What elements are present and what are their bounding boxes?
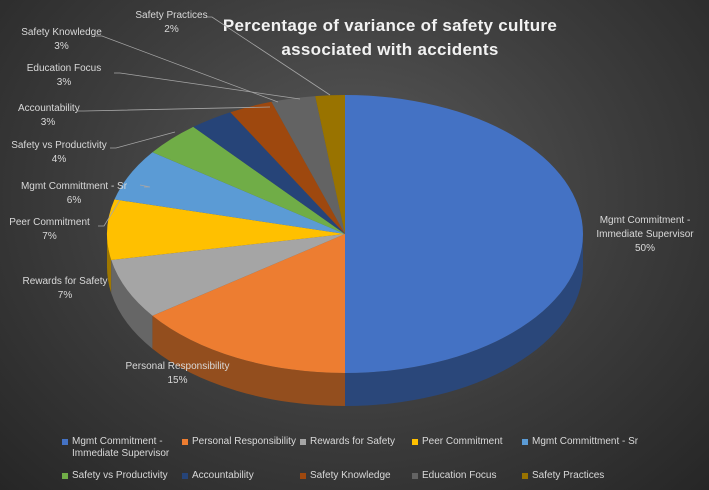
legend-swatch	[522, 473, 528, 479]
data-label-6: Accountability 3%	[18, 102, 80, 130]
data-label-name: Personal Responsibility	[125, 361, 230, 372]
data-label-8: Education Focus 3%	[14, 62, 114, 90]
legend-item: Safety Practices	[522, 470, 642, 482]
leader-line-4	[139, 184, 151, 188]
legend-item: Mgmt Commitment - Immediate Supervisor	[62, 436, 182, 460]
legend-swatch	[300, 439, 306, 445]
legend-item: Safety Knowledge	[300, 470, 412, 482]
legend-label: Rewards for Safety	[310, 436, 396, 447]
data-label-0: Mgmt Commitment - Immediate Supervisor 50…	[590, 214, 700, 256]
data-label-value: 15%	[167, 375, 188, 386]
leader-line-8	[114, 72, 301, 100]
pie-slice-9	[315, 95, 345, 234]
legend-label: Mgmt Committment - Sr	[532, 436, 639, 447]
chart-title: Percentage of variance of safety culture…	[222, 16, 558, 59]
data-label-2: Rewards for Safety 7%	[10, 275, 120, 303]
data-label-4: Mgmt Committment - Sr 6%	[4, 180, 144, 208]
leader-line-3	[98, 199, 121, 227]
legend-label: Safety Practices	[532, 470, 605, 481]
data-label-value: 3%	[40, 117, 56, 128]
pie-slice-3	[107, 199, 345, 261]
leader-line-5	[110, 131, 176, 149]
legend-item: Safety vs Productivity	[62, 470, 182, 482]
legend-swatch	[522, 439, 528, 445]
leader-line-7	[96, 35, 279, 103]
data-label-value: 50%	[634, 243, 655, 254]
legend-label: Education Focus	[422, 470, 497, 481]
legend-swatch	[300, 473, 306, 479]
legend-item: Education Focus	[412, 470, 522, 482]
data-label-name: Safety vs Productivity	[11, 140, 107, 151]
legend-item: Peer Commitment	[412, 436, 522, 460]
legend-label: Accountability	[192, 470, 254, 481]
legend-label: Personal Responsibility	[192, 436, 296, 447]
pie-slice-4	[114, 152, 346, 234]
legend-swatch	[412, 439, 418, 445]
pie-slice-0	[345, 95, 583, 373]
data-label-3: Peer Commitment 7%	[2, 216, 97, 244]
data-label-value: 7%	[42, 231, 57, 242]
leader-line-9	[206, 16, 331, 96]
data-label-value: 3%	[54, 41, 69, 52]
legend-label: Safety Knowledge	[310, 470, 391, 481]
legend-item: Personal Responsibility	[182, 436, 300, 460]
data-label-value: 3%	[56, 77, 72, 88]
legend-item: Accountability	[182, 470, 300, 482]
legend: Mgmt Commitment - Immediate Supervisor Pe…	[62, 436, 662, 482]
legend-swatch	[182, 439, 188, 445]
pie-slice-2	[111, 234, 345, 316]
legend-swatch	[182, 473, 188, 479]
legend-swatch	[62, 473, 68, 479]
pie-slice-1	[152, 234, 345, 373]
legend-swatch	[412, 473, 418, 479]
data-label-name: Mgmt Committment - Sr	[20, 181, 128, 192]
data-label-value: 2%	[164, 24, 179, 35]
legend-label: Mgmt Commitment - Immediate Supervisor	[72, 436, 170, 459]
data-label-5: Safety vs Productivity 4%	[4, 139, 114, 167]
legend-item: Mgmt Committment - Sr	[522, 436, 642, 460]
legend-swatch	[62, 439, 68, 445]
data-label-name: Safety Practices	[135, 10, 208, 21]
data-label-value: 4%	[51, 154, 67, 165]
data-label-1: Personal Responsibility 15%	[110, 360, 245, 388]
pie-side-0	[345, 234, 583, 406]
leader-line-6	[78, 106, 271, 112]
data-label-9: Safety Practices 2%	[134, 9, 209, 37]
data-label-name: Peer Commitment	[9, 217, 90, 228]
data-label-name: Rewards for Safety	[22, 276, 108, 287]
pie-side-1	[152, 315, 345, 406]
pie-side-3	[107, 234, 112, 294]
pie-slice-7	[230, 101, 345, 234]
data-label-name: Safety Knowledge	[21, 27, 102, 38]
legend-item: Rewards for Safety	[300, 436, 412, 460]
pie-slice-6	[193, 112, 345, 234]
data-label-value: 7%	[57, 290, 73, 301]
data-label-name: Mgmt Commitment - Immediate Supervisor	[596, 215, 694, 240]
data-label-value: 6%	[66, 195, 82, 206]
data-label-7: Safety Knowledge 3%	[14, 26, 109, 54]
legend-label: Safety vs Productivity	[72, 470, 168, 481]
pie-slice-8	[271, 96, 345, 234]
pie-slice-5	[152, 126, 345, 234]
pie-side-2	[111, 260, 153, 349]
data-label-name: Education Focus	[26, 63, 102, 74]
data-label-name: Accountability	[18, 103, 80, 114]
legend-label: Peer Commitment	[422, 436, 503, 447]
